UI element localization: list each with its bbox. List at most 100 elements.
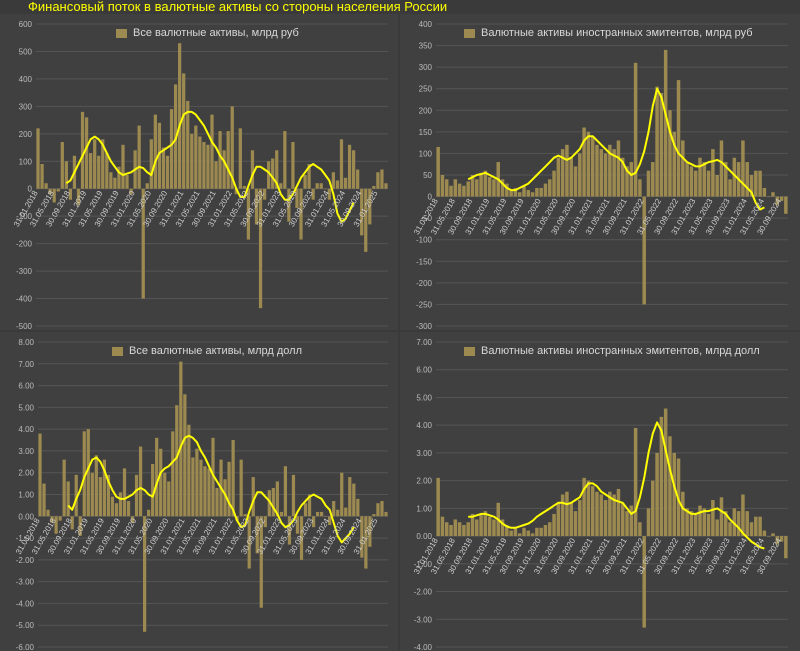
y-tick-label: -300 — [16, 267, 33, 276]
bar — [271, 487, 275, 517]
bar — [66, 481, 70, 517]
bar — [702, 162, 707, 197]
bar — [275, 150, 279, 189]
y-tick-label: -5.00 — [16, 621, 35, 630]
bar — [222, 150, 226, 189]
bar — [299, 516, 304, 560]
y-tick-label: 250 — [419, 85, 433, 94]
bar — [582, 477, 586, 537]
bar — [250, 150, 255, 189]
chart-svg: -4.00 -3.00 -2.00 -1.00 0.00 1.00 2.00 3.00 4.00… — [412, 338, 788, 651]
bar — [190, 133, 194, 189]
bar — [348, 477, 352, 517]
bar — [612, 149, 616, 197]
y-tick-label: 500 — [19, 47, 33, 56]
bar — [291, 474, 296, 517]
bar — [113, 177, 117, 189]
bar — [307, 164, 311, 189]
bar — [64, 161, 68, 189]
bar — [457, 183, 462, 197]
bar — [167, 481, 171, 517]
trend-line — [65, 110, 355, 223]
bar — [332, 501, 336, 517]
bar — [368, 516, 372, 547]
bar — [462, 185, 466, 197]
bar — [775, 536, 780, 545]
bar — [134, 474, 139, 517]
bar — [603, 500, 608, 537]
bar — [505, 525, 509, 537]
bar — [335, 180, 340, 189]
bar — [295, 188, 299, 208]
bar — [762, 187, 767, 197]
bar — [672, 452, 676, 537]
y-tick-label: 8.00 — [18, 338, 34, 347]
y-tick-label: 3.00 — [18, 447, 34, 456]
bar — [539, 187, 543, 197]
bar — [681, 491, 685, 537]
y-tick-label: 0 — [428, 193, 433, 202]
y-tick-label: -1.00 — [414, 560, 433, 569]
bar — [565, 144, 569, 197]
bar — [151, 464, 155, 517]
y-tick-label: 300 — [419, 63, 433, 72]
y-tick-label: -250 — [416, 300, 433, 309]
bar — [771, 533, 775, 537]
legend-label: Все валютные активы, млрд руб — [133, 27, 299, 39]
y-tick-label: -3.00 — [414, 615, 433, 624]
bar — [638, 522, 642, 537]
bar — [638, 179, 642, 197]
bar — [315, 511, 320, 517]
bar — [741, 140, 745, 197]
bar — [466, 181, 470, 197]
bar — [724, 511, 728, 537]
bar — [36, 128, 40, 189]
bar — [211, 437, 215, 517]
bar — [202, 142, 206, 189]
bar — [706, 513, 711, 537]
bar — [590, 136, 595, 197]
y-tick-label: 1.00 — [416, 504, 432, 513]
bar — [754, 170, 758, 197]
legend: Все валютные активы, млрд долл — [112, 345, 302, 357]
bar — [766, 536, 771, 537]
y-tick-label: 0.00 — [18, 512, 34, 521]
bar — [223, 479, 227, 517]
bar — [500, 519, 505, 537]
y-tick-label: 400 — [419, 20, 433, 29]
bar — [303, 175, 307, 189]
bar — [203, 466, 207, 517]
bar — [517, 192, 522, 197]
bar — [163, 472, 167, 517]
bar — [258, 188, 263, 309]
bar — [681, 140, 685, 197]
bar — [616, 140, 621, 197]
bar — [633, 62, 638, 197]
legend-label: Валютные активы иностранных эмитентов, м… — [481, 27, 753, 39]
bar — [263, 516, 267, 528]
bar — [121, 144, 125, 189]
bar — [105, 153, 109, 189]
bar — [582, 127, 586, 197]
bar — [339, 139, 344, 189]
bar — [234, 188, 238, 195]
bar — [186, 100, 190, 189]
y-tick-label: -2.00 — [414, 588, 433, 597]
bar — [214, 161, 218, 189]
bar — [242, 185, 246, 189]
bar — [226, 131, 230, 189]
bar — [599, 494, 604, 537]
bar — [560, 149, 565, 197]
bar — [352, 483, 356, 517]
bar — [651, 480, 655, 537]
y-tick-label: -1.00 — [16, 534, 35, 543]
bar — [724, 162, 728, 197]
bar — [771, 192, 775, 197]
bar — [199, 459, 203, 517]
bar — [556, 157, 561, 197]
chart-panel-all-assets-rub: -500 -400 -300 -200 -100 0 100 200 300 400 500 600 3… — [0, 14, 398, 330]
bar — [539, 527, 543, 537]
bar — [685, 508, 689, 537]
bar — [526, 190, 531, 197]
bar — [187, 424, 191, 517]
